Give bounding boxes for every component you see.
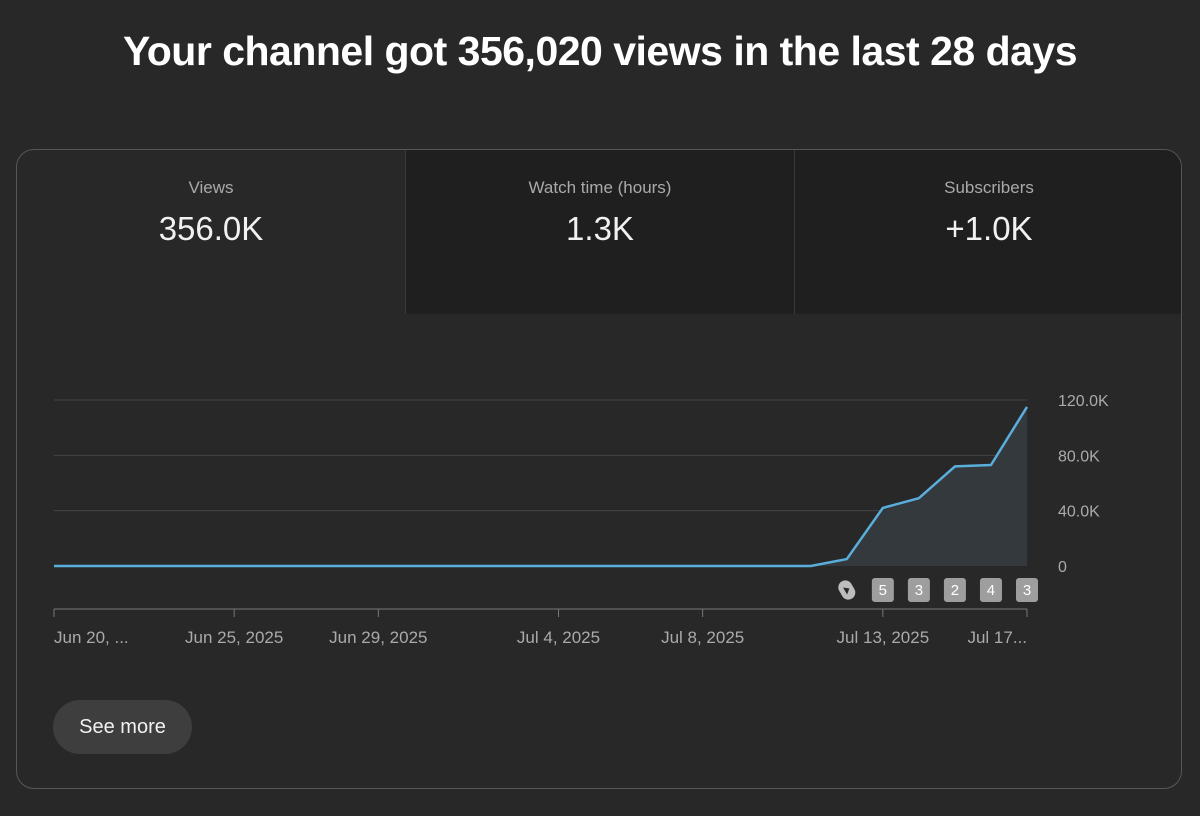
x-tick-label: Jun 25, 2025: [185, 628, 283, 647]
tab-watch-time-value: 1.3K: [566, 210, 634, 247]
upload-marker[interactable]: 2: [943, 578, 966, 602]
x-tick-label: Jun 20, ...: [54, 628, 129, 647]
upload-marker-count: 5: [879, 582, 887, 599]
y-tick-label: 0: [1058, 559, 1067, 576]
tab-views-label: Views: [188, 178, 234, 197]
tab-subscribers[interactable]: Subscribers +1.0K: [794, 150, 1181, 314]
views-line: [54, 406, 1029, 568]
x-tick-label: Jul 4, 2025: [517, 628, 600, 647]
upload-marker-count: 4: [987, 582, 995, 599]
metric-tabs: Views 356.0K Watch time (hours) 1.3K Sub…: [17, 150, 1181, 314]
tab-views[interactable]: Views 356.0K: [17, 150, 405, 314]
views-chart: 0 40.0K 80.0K 120.0K Jun 20, ... Jun 25, 2025…: [53, 393, 1109, 647]
upload-marker-count: 2: [951, 582, 959, 599]
see-more-button[interactable]: See more: [53, 700, 192, 754]
y-tick-label: 80.0K: [1058, 448, 1100, 465]
tab-subscribers-label: Subscribers: [944, 178, 1034, 197]
page-title: Your channel got 356,020 views in the la…: [122, 28, 1078, 74]
views-area: [54, 406, 1027, 566]
analytics-card: Views 356.0K Watch time (hours) 1.3K Sub…: [16, 149, 1182, 789]
tab-watch-time[interactable]: Watch time (hours) 1.3K: [405, 150, 794, 314]
tab-subscribers-value: +1.0K: [945, 210, 1033, 247]
upload-marker[interactable]: 3: [1016, 578, 1038, 602]
x-tick-label: Jul 8, 2025: [661, 628, 744, 647]
upload-marker-count: 3: [915, 582, 923, 599]
tab-watch-time-label: Watch time (hours): [528, 178, 672, 197]
y-tick-label: 120.0K: [1058, 393, 1109, 410]
upload-marker[interactable]: 3: [907, 578, 930, 602]
x-tick-label: Jul 13, 2025: [837, 628, 930, 647]
tab-views-value: 356.0K: [158, 210, 264, 247]
upload-marker[interactable]: 4: [979, 578, 1002, 602]
x-tick-label: Jun 29, 2025: [329, 628, 427, 647]
shorts-icon[interactable]: [836, 578, 858, 602]
y-tick-label: 40.0K: [1058, 504, 1100, 521]
x-tick-label: Jul 17...: [967, 628, 1027, 647]
upload-marker-count: 3: [1023, 582, 1031, 599]
upload-marker[interactable]: 5: [871, 578, 894, 602]
